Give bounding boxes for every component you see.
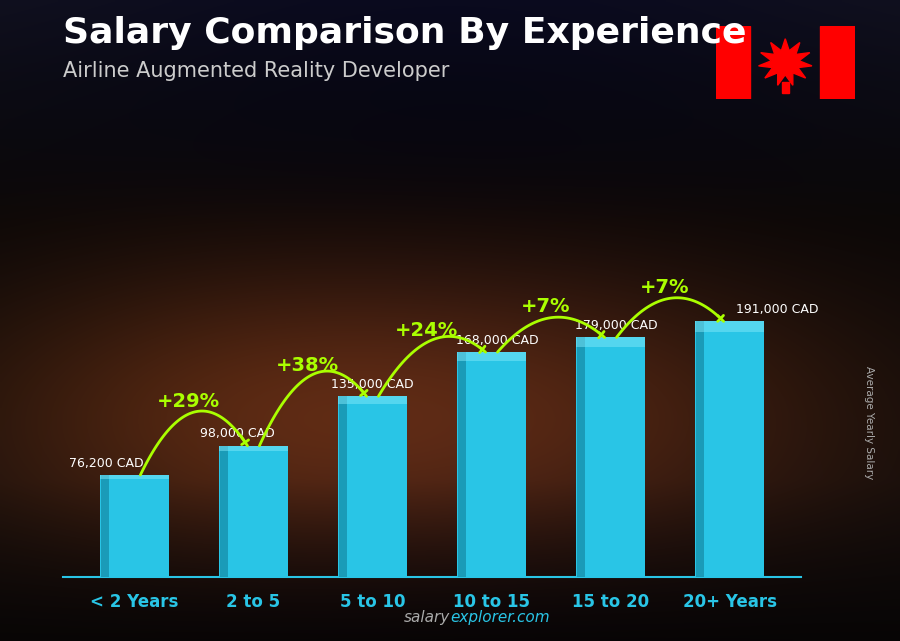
Bar xyxy=(100,475,169,479)
Text: +7%: +7% xyxy=(521,297,571,316)
Text: 76,200 CAD: 76,200 CAD xyxy=(69,456,144,470)
Text: +29%: +29% xyxy=(157,392,220,412)
Bar xyxy=(782,82,788,93)
Text: +7%: +7% xyxy=(640,278,689,297)
Bar xyxy=(716,26,751,99)
Text: 191,000 CAD: 191,000 CAD xyxy=(735,303,818,316)
Polygon shape xyxy=(759,38,812,85)
Text: 135,000 CAD: 135,000 CAD xyxy=(331,378,413,391)
Text: Airline Augmented Reality Developer: Airline Augmented Reality Developer xyxy=(63,61,449,81)
Bar xyxy=(338,396,407,404)
Bar xyxy=(458,352,466,577)
Text: Average Yearly Salary: Average Yearly Salary xyxy=(863,367,874,479)
Text: 179,000 CAD: 179,000 CAD xyxy=(575,319,658,332)
Bar xyxy=(695,321,764,577)
Bar xyxy=(101,475,109,577)
Bar xyxy=(220,445,228,577)
Bar xyxy=(696,321,704,577)
Text: 98,000 CAD: 98,000 CAD xyxy=(200,428,274,440)
Bar xyxy=(219,445,288,577)
Text: 168,000 CAD: 168,000 CAD xyxy=(455,334,538,347)
Text: +38%: +38% xyxy=(276,356,339,374)
Text: Salary Comparison By Experience: Salary Comparison By Experience xyxy=(63,16,746,50)
Bar xyxy=(219,445,288,451)
Bar xyxy=(576,337,645,347)
Text: +24%: +24% xyxy=(395,321,458,340)
Bar xyxy=(338,396,407,577)
Bar xyxy=(338,396,346,577)
Bar xyxy=(457,352,526,361)
Bar xyxy=(577,337,585,577)
Bar xyxy=(820,26,855,99)
Bar xyxy=(695,321,764,331)
Text: salary: salary xyxy=(404,610,450,625)
Text: explorer.com: explorer.com xyxy=(450,610,550,625)
Bar xyxy=(457,352,526,577)
Bar xyxy=(576,337,645,577)
Bar xyxy=(100,475,169,577)
